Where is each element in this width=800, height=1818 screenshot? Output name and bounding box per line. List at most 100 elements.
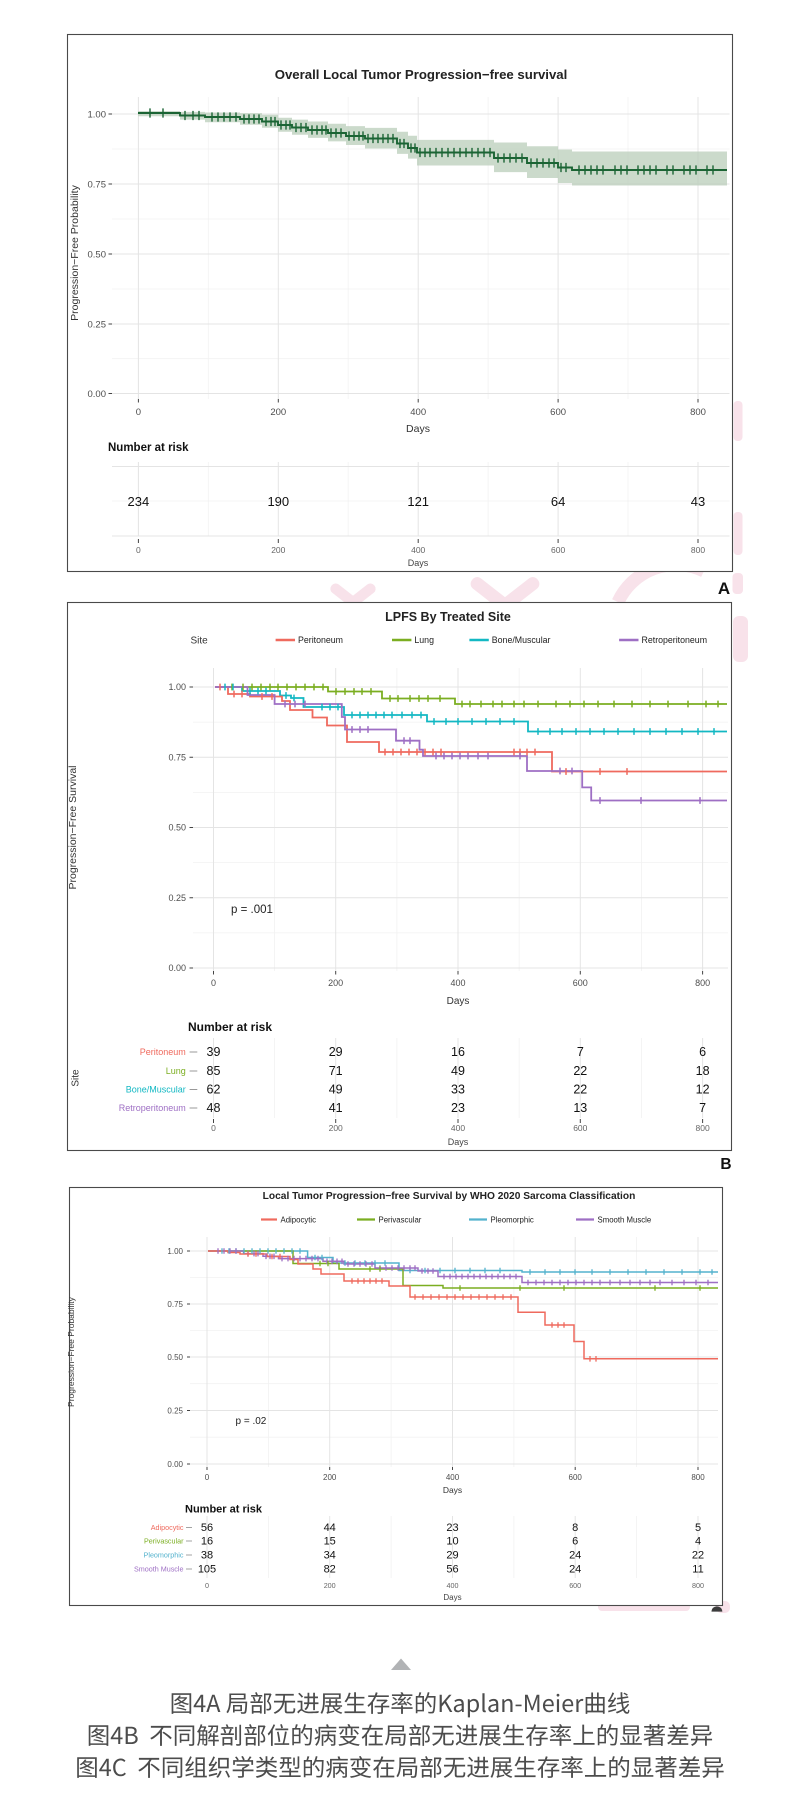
- svg-text:105: 105: [198, 1564, 216, 1576]
- svg-text:39: 39: [207, 1045, 221, 1059]
- svg-text:200: 200: [328, 978, 343, 988]
- svg-text:Adipocytic: Adipocytic: [151, 1523, 184, 1532]
- svg-text:Retroperitoneum: Retroperitoneum: [642, 635, 708, 645]
- svg-text:Bone/Muscular: Bone/Muscular: [126, 1085, 186, 1095]
- svg-text:800: 800: [692, 1581, 704, 1590]
- svg-text:56: 56: [446, 1564, 458, 1576]
- svg-text:121: 121: [407, 494, 429, 509]
- svg-text:0: 0: [211, 1123, 216, 1133]
- svg-text:Smooth Muscle: Smooth Muscle: [134, 1565, 184, 1574]
- svg-text:Days: Days: [408, 558, 429, 568]
- svg-text:600: 600: [550, 407, 566, 418]
- svg-text:15: 15: [324, 1536, 336, 1548]
- svg-text:0.00: 0.00: [88, 389, 107, 400]
- svg-text:0: 0: [136, 545, 141, 555]
- svg-text:Site: Site: [191, 636, 209, 647]
- svg-text:0.50: 0.50: [167, 1353, 183, 1362]
- svg-text:18: 18: [696, 1064, 710, 1078]
- svg-text:0.25: 0.25: [168, 893, 186, 903]
- svg-text:600: 600: [573, 978, 588, 988]
- svg-text:200: 200: [270, 407, 286, 418]
- svg-text:Local Tumor Progression−free S: Local Tumor Progression−free Survival by…: [263, 1191, 636, 1202]
- svg-text:Days: Days: [443, 1593, 461, 1602]
- svg-text:71: 71: [329, 1064, 343, 1078]
- svg-text:11: 11: [692, 1564, 703, 1576]
- svg-text:400: 400: [447, 1581, 459, 1590]
- svg-text:Days: Days: [406, 423, 430, 435]
- svg-text:800: 800: [691, 545, 705, 555]
- svg-text:400: 400: [410, 407, 426, 418]
- svg-text:64: 64: [551, 494, 565, 509]
- svg-text:29: 29: [329, 1045, 343, 1059]
- svg-text:600: 600: [569, 1473, 583, 1482]
- svg-text:B: B: [720, 1156, 731, 1173]
- svg-text:Perivascular: Perivascular: [379, 1215, 422, 1224]
- svg-text:38: 38: [201, 1550, 213, 1562]
- svg-text:48: 48: [207, 1101, 221, 1115]
- svg-text:8: 8: [572, 1522, 578, 1534]
- svg-text:Retroperitoneum: Retroperitoneum: [119, 1103, 186, 1113]
- svg-text:85: 85: [207, 1064, 221, 1078]
- svg-text:Perivascular: Perivascular: [144, 1537, 184, 1546]
- svg-text:Lung: Lung: [166, 1066, 186, 1076]
- svg-text:34: 34: [324, 1550, 336, 1562]
- svg-text:0: 0: [205, 1581, 209, 1590]
- svg-text:Site: Site: [71, 1069, 82, 1087]
- svg-text:Days: Days: [447, 996, 470, 1007]
- svg-text:A: A: [718, 579, 730, 598]
- svg-text:400: 400: [451, 1123, 465, 1133]
- svg-text:1.00: 1.00: [88, 109, 107, 120]
- svg-text:49: 49: [329, 1083, 343, 1097]
- svg-text:Overall Local Tumor Progressio: Overall Local Tumor Progression−free sur…: [275, 67, 568, 82]
- svg-text:p = .02: p = .02: [236, 1416, 267, 1427]
- svg-text:0.00: 0.00: [167, 1460, 183, 1469]
- svg-text:16: 16: [201, 1536, 213, 1548]
- svg-text:Number at risk: Number at risk: [185, 1504, 263, 1516]
- svg-text:0.50: 0.50: [168, 823, 186, 833]
- svg-text:22: 22: [692, 1550, 704, 1562]
- svg-text:Progression−Free Probability: Progression−Free Probability: [66, 1296, 76, 1407]
- svg-text:800: 800: [690, 407, 706, 418]
- svg-text:800: 800: [695, 978, 710, 988]
- svg-text:43: 43: [691, 494, 705, 509]
- svg-text:0.75: 0.75: [168, 753, 186, 763]
- svg-text:400: 400: [446, 1473, 460, 1482]
- svg-text:7: 7: [577, 1045, 584, 1059]
- svg-text:49: 49: [451, 1064, 465, 1078]
- svg-text:Pleomorphic: Pleomorphic: [491, 1215, 534, 1224]
- svg-text:Peritoneum: Peritoneum: [140, 1047, 186, 1057]
- svg-text:7: 7: [699, 1101, 706, 1115]
- svg-text:23: 23: [446, 1522, 458, 1534]
- svg-text:24: 24: [569, 1550, 581, 1562]
- svg-text:5: 5: [695, 1522, 701, 1534]
- svg-text:LPFS By Treated Site: LPFS By Treated Site: [385, 610, 511, 624]
- svg-text:Days: Days: [443, 1485, 462, 1495]
- svg-text:29: 29: [446, 1550, 458, 1562]
- svg-text:4: 4: [695, 1536, 701, 1548]
- svg-text:Progression−Free Probability: Progression−Free Probability: [69, 184, 81, 320]
- svg-text:200: 200: [329, 1123, 343, 1133]
- svg-text:0.75: 0.75: [167, 1300, 183, 1309]
- svg-text:6: 6: [699, 1045, 706, 1059]
- svg-text:p = .001: p = .001: [231, 904, 273, 916]
- svg-text:44: 44: [324, 1522, 336, 1534]
- svg-text:13: 13: [573, 1101, 587, 1115]
- svg-text:Smooth Muscle: Smooth Muscle: [598, 1215, 652, 1224]
- svg-text:400: 400: [411, 545, 425, 555]
- svg-text:200: 200: [324, 1581, 336, 1590]
- svg-text:Progression−Free Survival: Progression−Free Survival: [67, 765, 79, 889]
- svg-text:Pleomorphic: Pleomorphic: [144, 1551, 184, 1560]
- svg-text:82: 82: [324, 1564, 336, 1576]
- svg-text:0.75: 0.75: [88, 179, 107, 190]
- svg-text:62: 62: [207, 1083, 221, 1097]
- svg-text:Bone/Muscular: Bone/Muscular: [492, 635, 551, 645]
- svg-text:Number at risk: Number at risk: [188, 1020, 272, 1034]
- svg-text:12: 12: [696, 1083, 710, 1097]
- svg-text:0.25: 0.25: [88, 319, 107, 330]
- svg-text:600: 600: [551, 545, 565, 555]
- svg-text:400: 400: [450, 978, 465, 988]
- svg-text:200: 200: [271, 545, 285, 555]
- svg-text:234: 234: [128, 494, 150, 509]
- svg-text:0: 0: [211, 978, 216, 988]
- svg-text:22: 22: [573, 1064, 587, 1078]
